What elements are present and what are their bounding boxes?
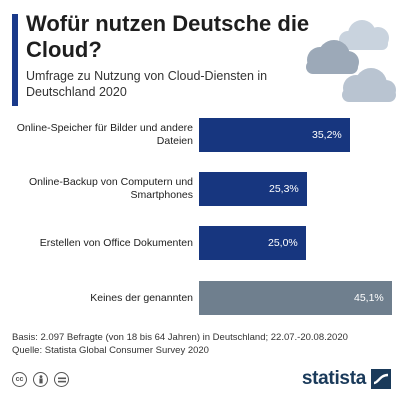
bar [199,118,350,152]
bar [199,172,307,206]
category-label: Online-Backup von Computern und Smartpho… [28,176,193,201]
category-label: Keines der genannten [90,291,193,304]
license-icons: cc [12,372,69,387]
basis-note: Basis: 2.097 Befragte (von 18 bis 64 Jah… [12,332,348,343]
cc-icon: cc [12,372,27,387]
bar [199,281,392,315]
category-label: Erstellen von Office Dokumenten [39,236,193,249]
chart-footnote: Basis: 2.097 Befragte (von 18 bis 64 Jah… [12,331,402,357]
source-note: Quelle: Statista Global Consumer Survey … [12,345,209,356]
value-label: 35,2% [312,129,342,141]
nd-icon [54,372,69,387]
value-label: 45,1% [354,292,384,304]
statista-logo[interactable]: statista [302,368,391,390]
category-label: Online-Speicher für Bilder und andere Da… [16,122,193,147]
brand-name: statista [301,368,366,389]
bar [199,226,306,260]
chart-subtitle: Umfrage zu Nutzung von Cloud-Diensten in… [26,69,268,99]
value-label: 25,3% [269,183,299,195]
by-icon [33,372,48,387]
chart-title: Wofür nutzen Deutsche die Cloud? [26,11,310,62]
cloud-icon [306,20,396,102]
value-label: 25,0% [268,237,298,249]
statista-logo-icon [371,369,391,389]
title-accent-bar [12,14,18,106]
bar-chart: Online-Speicher für Bilder und andere Da… [0,118,405,323]
